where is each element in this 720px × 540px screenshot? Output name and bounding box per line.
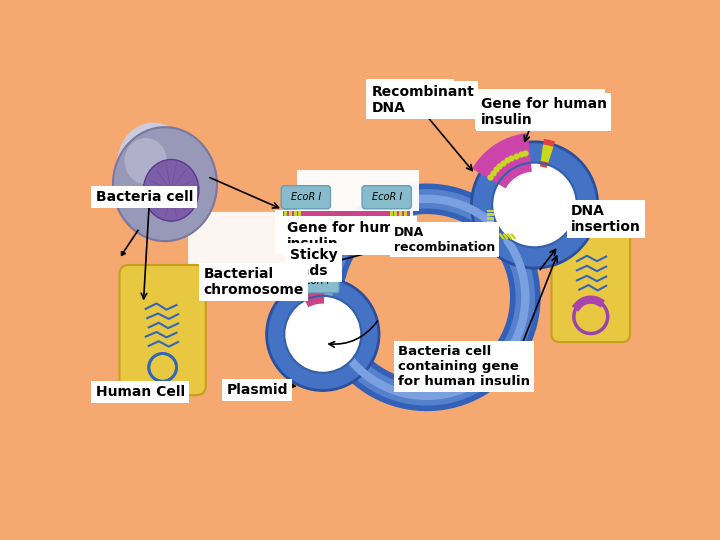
Bar: [416, 238, 419, 248]
Text: EcoR I: EcoR I: [291, 192, 321, 202]
Bar: [289, 211, 292, 221]
Circle shape: [284, 296, 361, 373]
Bar: [506, 233, 513, 240]
Bar: [399, 211, 402, 221]
FancyBboxPatch shape: [292, 269, 339, 293]
Text: Plasmid: Plasmid: [227, 383, 288, 397]
Bar: [411, 238, 415, 248]
Text: Gene for human
insulin: Gene for human insulin: [287, 221, 413, 251]
Text: Bacteria cell: Bacteria cell: [96, 190, 193, 204]
Text: Bacterial
chromosome: Bacterial chromosome: [204, 267, 304, 297]
FancyBboxPatch shape: [362, 186, 411, 209]
Bar: [487, 217, 494, 220]
Bar: [487, 210, 494, 212]
Text: Bacteria cell
containing gene
for human insulin: Bacteria cell containing gene for human …: [398, 345, 530, 388]
Text: Human Cell: Human Cell: [96, 385, 185, 399]
Bar: [390, 211, 393, 221]
Circle shape: [574, 300, 608, 334]
Ellipse shape: [143, 159, 199, 221]
Circle shape: [472, 142, 598, 268]
Bar: [487, 221, 494, 224]
Bar: [487, 213, 494, 215]
FancyBboxPatch shape: [120, 265, 206, 395]
FancyBboxPatch shape: [275, 210, 413, 253]
Bar: [402, 238, 405, 248]
Text: Sticky
ends: Sticky ends: [290, 247, 338, 278]
Circle shape: [492, 163, 577, 247]
Bar: [298, 211, 301, 221]
Bar: [510, 233, 516, 240]
FancyBboxPatch shape: [366, 79, 454, 119]
Text: Recombinant
DNA: Recombinant DNA: [372, 85, 474, 116]
FancyBboxPatch shape: [282, 186, 330, 209]
FancyBboxPatch shape: [475, 90, 606, 130]
Text: DNA
recombination: DNA recombination: [394, 226, 495, 254]
Circle shape: [266, 278, 379, 390]
Text: LcoR I: LcoR I: [300, 276, 330, 286]
Bar: [404, 211, 407, 221]
FancyBboxPatch shape: [552, 226, 630, 342]
Text: DNA
insertion: DNA insertion: [571, 204, 641, 234]
Circle shape: [149, 354, 176, 381]
Bar: [503, 233, 508, 240]
Bar: [395, 211, 397, 221]
Ellipse shape: [125, 138, 167, 184]
Ellipse shape: [117, 123, 190, 207]
FancyBboxPatch shape: [188, 212, 346, 296]
FancyBboxPatch shape: [297, 170, 419, 211]
Bar: [407, 238, 410, 248]
Text: EcoR I: EcoR I: [372, 192, 402, 202]
Bar: [283, 211, 410, 221]
Bar: [294, 211, 297, 221]
Ellipse shape: [113, 127, 217, 241]
Bar: [284, 211, 287, 221]
Bar: [346, 238, 419, 248]
Text: Gene for human
insulin: Gene for human insulin: [481, 97, 607, 127]
Bar: [499, 233, 505, 240]
